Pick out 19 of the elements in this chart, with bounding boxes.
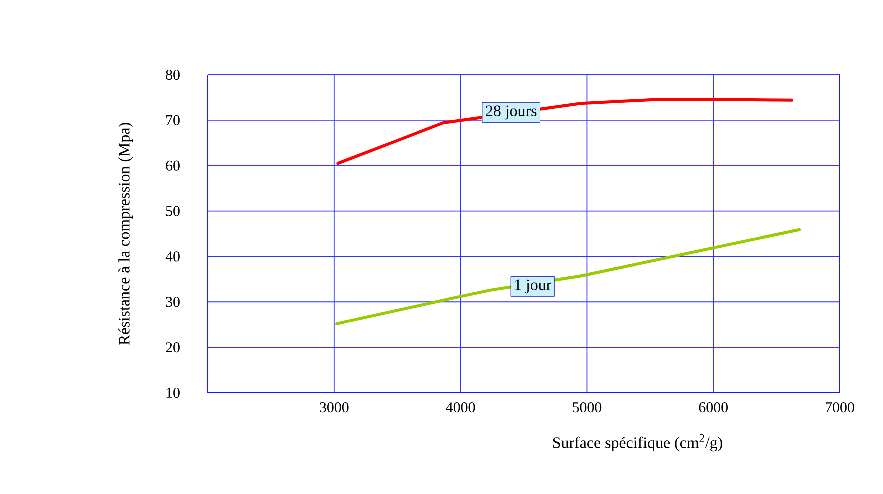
x-axis-title: Surface spécifique (cm$^{2}$/g) [553,434,722,452]
y-tick-label: 30 [166,297,180,308]
x-tick-label: 4000 [446,402,476,413]
y-tick-label: 40 [166,252,180,262]
x-tick-label: 7000 [826,402,854,413]
line-series [335,228,802,326]
x-tick-label: 5000 [573,402,602,413]
y-tick-label: 80 [166,70,180,80]
y-tick-label: 60 [166,160,180,171]
annotation: 28 jours [486,106,537,120]
y-axis-title: Résistance à la compression (Mpa) [118,123,134,346]
y-tick-label: 10 [166,388,180,398]
annotation: 1 jour [515,280,552,294]
y-tick-label: 20 [166,342,180,353]
line-series [336,98,794,166]
y-tick-label: 70 [166,115,180,126]
y-tick-label: 50 [166,206,180,216]
x-tick-label: 3000 [320,402,349,413]
x-tick-label: 6000 [699,402,728,413]
